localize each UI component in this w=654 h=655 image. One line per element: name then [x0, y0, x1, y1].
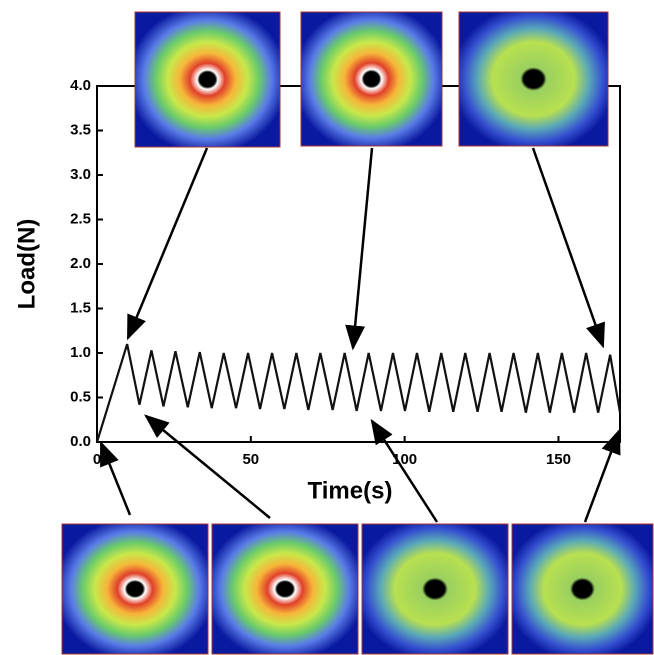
pattern-image [62, 524, 208, 654]
data-line [97, 344, 620, 442]
pattern-image [512, 524, 653, 654]
y-tick-label: 3.0 [70, 166, 91, 183]
y-tick-label: 0.5 [70, 388, 91, 405]
thumbnails [62, 12, 653, 654]
y-axis-label: Load(N) [13, 219, 40, 310]
y-tick-label: 2.0 [70, 255, 91, 272]
pattern-image [135, 12, 280, 147]
y-tick-label: 2.5 [70, 210, 91, 227]
x-tick-label: 0 [93, 451, 101, 468]
x-tick-label: 150 [546, 451, 571, 468]
arrow [585, 431, 619, 522]
arrows [101, 148, 619, 522]
arrow [101, 443, 130, 515]
arrow [128, 148, 207, 338]
chart: 0.00.51.01.52.02.53.03.54.0050100150 Tim… [0, 0, 654, 655]
page: {"chart_data": {"type": "line", "x_label… [0, 0, 654, 655]
pattern-image [301, 12, 442, 146]
pattern-image [459, 12, 608, 146]
y-tick-label: 0.0 [70, 433, 91, 450]
y-tick-label: 1.5 [70, 299, 91, 316]
pattern-image [362, 524, 508, 654]
y-tick-label: 1.0 [70, 344, 91, 361]
arrow [533, 148, 603, 346]
x-axis-label: Time(s) [308, 477, 393, 504]
arrow [353, 148, 372, 348]
pattern-image [212, 524, 358, 654]
y-tick-label: 3.5 [70, 121, 91, 138]
x-tick-label: 50 [242, 451, 259, 468]
y-tick-label: 4.0 [70, 77, 91, 94]
